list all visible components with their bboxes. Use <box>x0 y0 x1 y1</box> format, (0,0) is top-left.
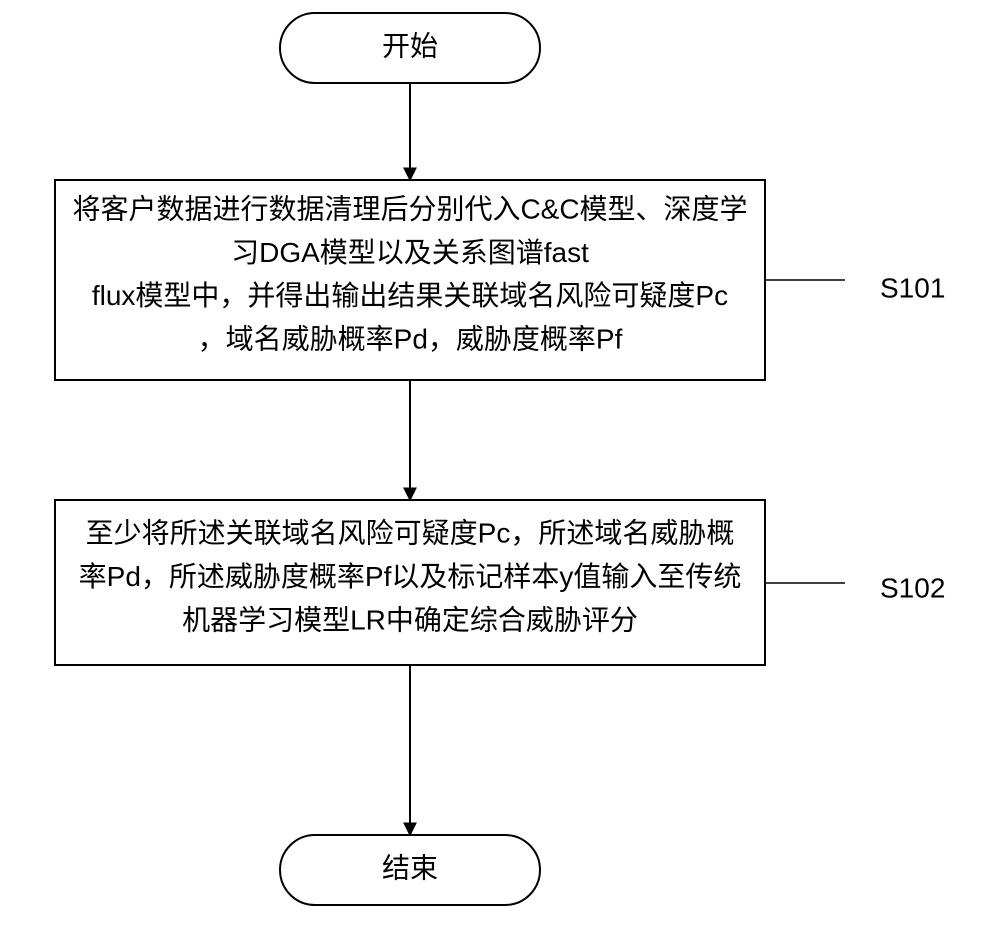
s102-step-label: S102 <box>880 572 945 603</box>
s102-text-line: 率Pd，所述威胁度概率Pf以及标记样本y值输入至传统 <box>79 561 742 592</box>
end-label: 结束 <box>382 852 438 883</box>
s101-text-line: flux模型中，并得出输出结果关联域名风险可疑度Pc <box>92 280 728 311</box>
s101-step-label: S101 <box>880 272 945 303</box>
s101-text-line: ，域名威胁概率Pd，威胁度概率Pf <box>198 324 623 355</box>
s101-text-line: 习DGA模型以及关系图谱fast <box>231 237 589 268</box>
s102-text-line: 机器学习模型LR中确定综合威胁评分 <box>182 604 638 635</box>
start-label: 开始 <box>382 30 438 61</box>
s101-text-line: 将客户数据进行数据清理后分别代入C&C模型、深度学 <box>72 193 747 224</box>
s102-text-line: 至少将所述关联域名风险可疑度Pc，所述域名威胁概 <box>86 518 735 549</box>
